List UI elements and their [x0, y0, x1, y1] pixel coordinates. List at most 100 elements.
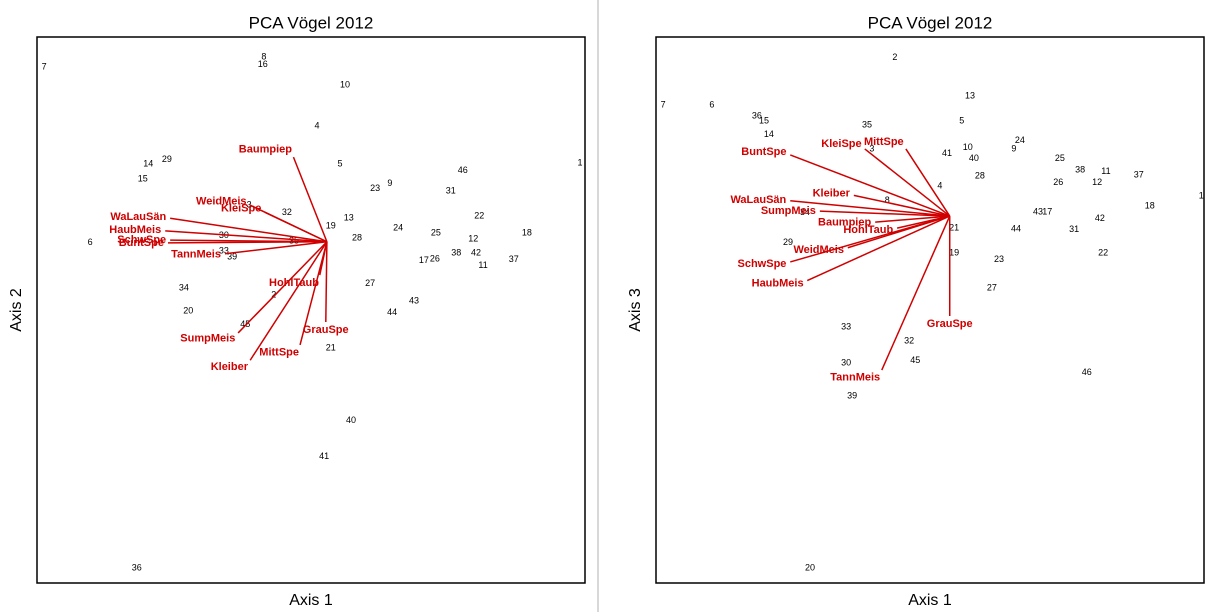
point-label: 31 — [446, 185, 456, 195]
point-label: 45 — [910, 355, 920, 365]
chart-title: PCA Vögel 2012 — [249, 13, 374, 32]
arrow-label: WeidMeis — [793, 244, 844, 256]
point-label: 22 — [1098, 248, 1108, 258]
arrow-label: Baumpiep — [818, 217, 871, 229]
point-label: 29 — [783, 237, 793, 247]
arrow-label: SchwSpe — [117, 234, 166, 246]
point-label: 28 — [352, 232, 362, 242]
loading-arrow — [170, 217, 328, 243]
point-label: 41 — [319, 451, 329, 461]
x-axis-label: Axis 1 — [908, 592, 952, 609]
loading-arrow — [875, 215, 950, 223]
point-label: 1 — [578, 158, 583, 168]
arrow-label: BuntSpe — [741, 146, 786, 158]
point-label: 8 — [885, 195, 890, 205]
point-label: 20 — [183, 305, 193, 315]
point-label: 19 — [326, 220, 336, 230]
loading-arrow — [292, 156, 328, 243]
point-label: 34 — [800, 207, 810, 217]
point-label: 21 — [326, 343, 336, 353]
point-label: 14 — [764, 129, 774, 139]
point-label: 5 — [959, 115, 964, 125]
point-label: 35 — [289, 236, 299, 246]
point-label: 12 — [468, 233, 478, 243]
point-label: 44 — [1011, 224, 1021, 234]
point-label: 3 — [247, 200, 252, 210]
arrow-label: HohlTaub — [269, 277, 319, 289]
loading-arrow — [790, 200, 950, 217]
point-label: 13 — [965, 90, 975, 100]
point-label: 4 — [937, 180, 942, 190]
point-label: 24 — [1015, 135, 1025, 145]
loading-arrow — [905, 148, 951, 217]
point-label: 28 — [975, 171, 985, 181]
point-label: 37 — [1134, 170, 1144, 180]
point-label: 7 — [42, 61, 47, 71]
point-label: 46 — [1082, 367, 1092, 377]
point-label: 16 — [258, 59, 268, 69]
loading-arrow — [249, 241, 328, 361]
loading-arrow — [167, 241, 327, 244]
point-label: 33 — [219, 245, 229, 255]
point-label: 40 — [969, 153, 979, 163]
arrow-label: WaLauSän — [730, 194, 786, 206]
point-label: 13 — [344, 213, 354, 223]
plot-frame — [655, 36, 1205, 584]
point-label: 27 — [987, 283, 997, 293]
point-label: 37 — [509, 254, 519, 264]
point-label: 2 — [892, 52, 897, 62]
point-label: 20 — [805, 563, 815, 573]
point-label: 42 — [1095, 213, 1105, 223]
arrow-label: Kleiber — [813, 188, 851, 200]
point-label: 15 — [759, 115, 769, 125]
point-label: 26 — [430, 254, 440, 264]
point-label: 7 — [661, 100, 666, 110]
point-label: 23 — [994, 254, 1004, 264]
loading-arrow — [881, 215, 951, 371]
point-label: 36 — [132, 563, 142, 573]
point-label: 11 — [1101, 166, 1110, 176]
point-label: 3 — [869, 143, 874, 153]
point-label: 25 — [431, 227, 441, 237]
point-label: 43 — [409, 296, 419, 306]
point-label: 32 — [904, 335, 914, 345]
point-label: 17 — [1042, 207, 1052, 217]
arrow-label: WeidMeis — [196, 196, 247, 208]
point-label: 8 — [261, 52, 266, 62]
arrow-label: TannMeis — [171, 249, 221, 261]
point-label: 5 — [338, 159, 343, 169]
loading-arrow — [249, 204, 328, 243]
arrow-label: Baumpiep — [239, 144, 292, 156]
point-label: 33 — [841, 321, 851, 331]
point-label: 11 — [478, 260, 487, 270]
point-label: 45 — [240, 319, 250, 329]
loading-arrow — [299, 241, 328, 346]
point-label: 4 — [315, 120, 320, 130]
point-label: 35 — [862, 119, 872, 129]
loading-arrow — [864, 148, 951, 217]
point-label: 18 — [1145, 201, 1155, 211]
arrow-label: SchwSpe — [738, 258, 787, 270]
loading-arrow — [853, 194, 950, 217]
loading-arrow — [789, 154, 950, 217]
arrow-label: SumpMeis — [180, 333, 235, 345]
point-label: 19 — [949, 248, 959, 258]
point-label: 15 — [138, 173, 148, 183]
plot-frame — [36, 36, 586, 584]
point-label: 25 — [1055, 153, 1065, 163]
arrow-label: TannMeis — [830, 371, 880, 383]
point-label: 9 — [1011, 143, 1016, 153]
point-label: 2 — [271, 290, 276, 300]
point-label: 9 — [387, 178, 392, 188]
y-axis-label: Axis 3 — [627, 288, 644, 332]
loading-arrow — [806, 215, 951, 282]
arrow-label: MittSpe — [259, 347, 299, 359]
loading-arrow — [325, 241, 328, 323]
loading-arrow — [819, 210, 950, 217]
x-axis-label: Axis 1 — [289, 592, 333, 609]
arrow-label: KleiSpe — [821, 138, 861, 150]
loading-arrow — [790, 215, 950, 263]
point-label: 22 — [474, 210, 484, 220]
